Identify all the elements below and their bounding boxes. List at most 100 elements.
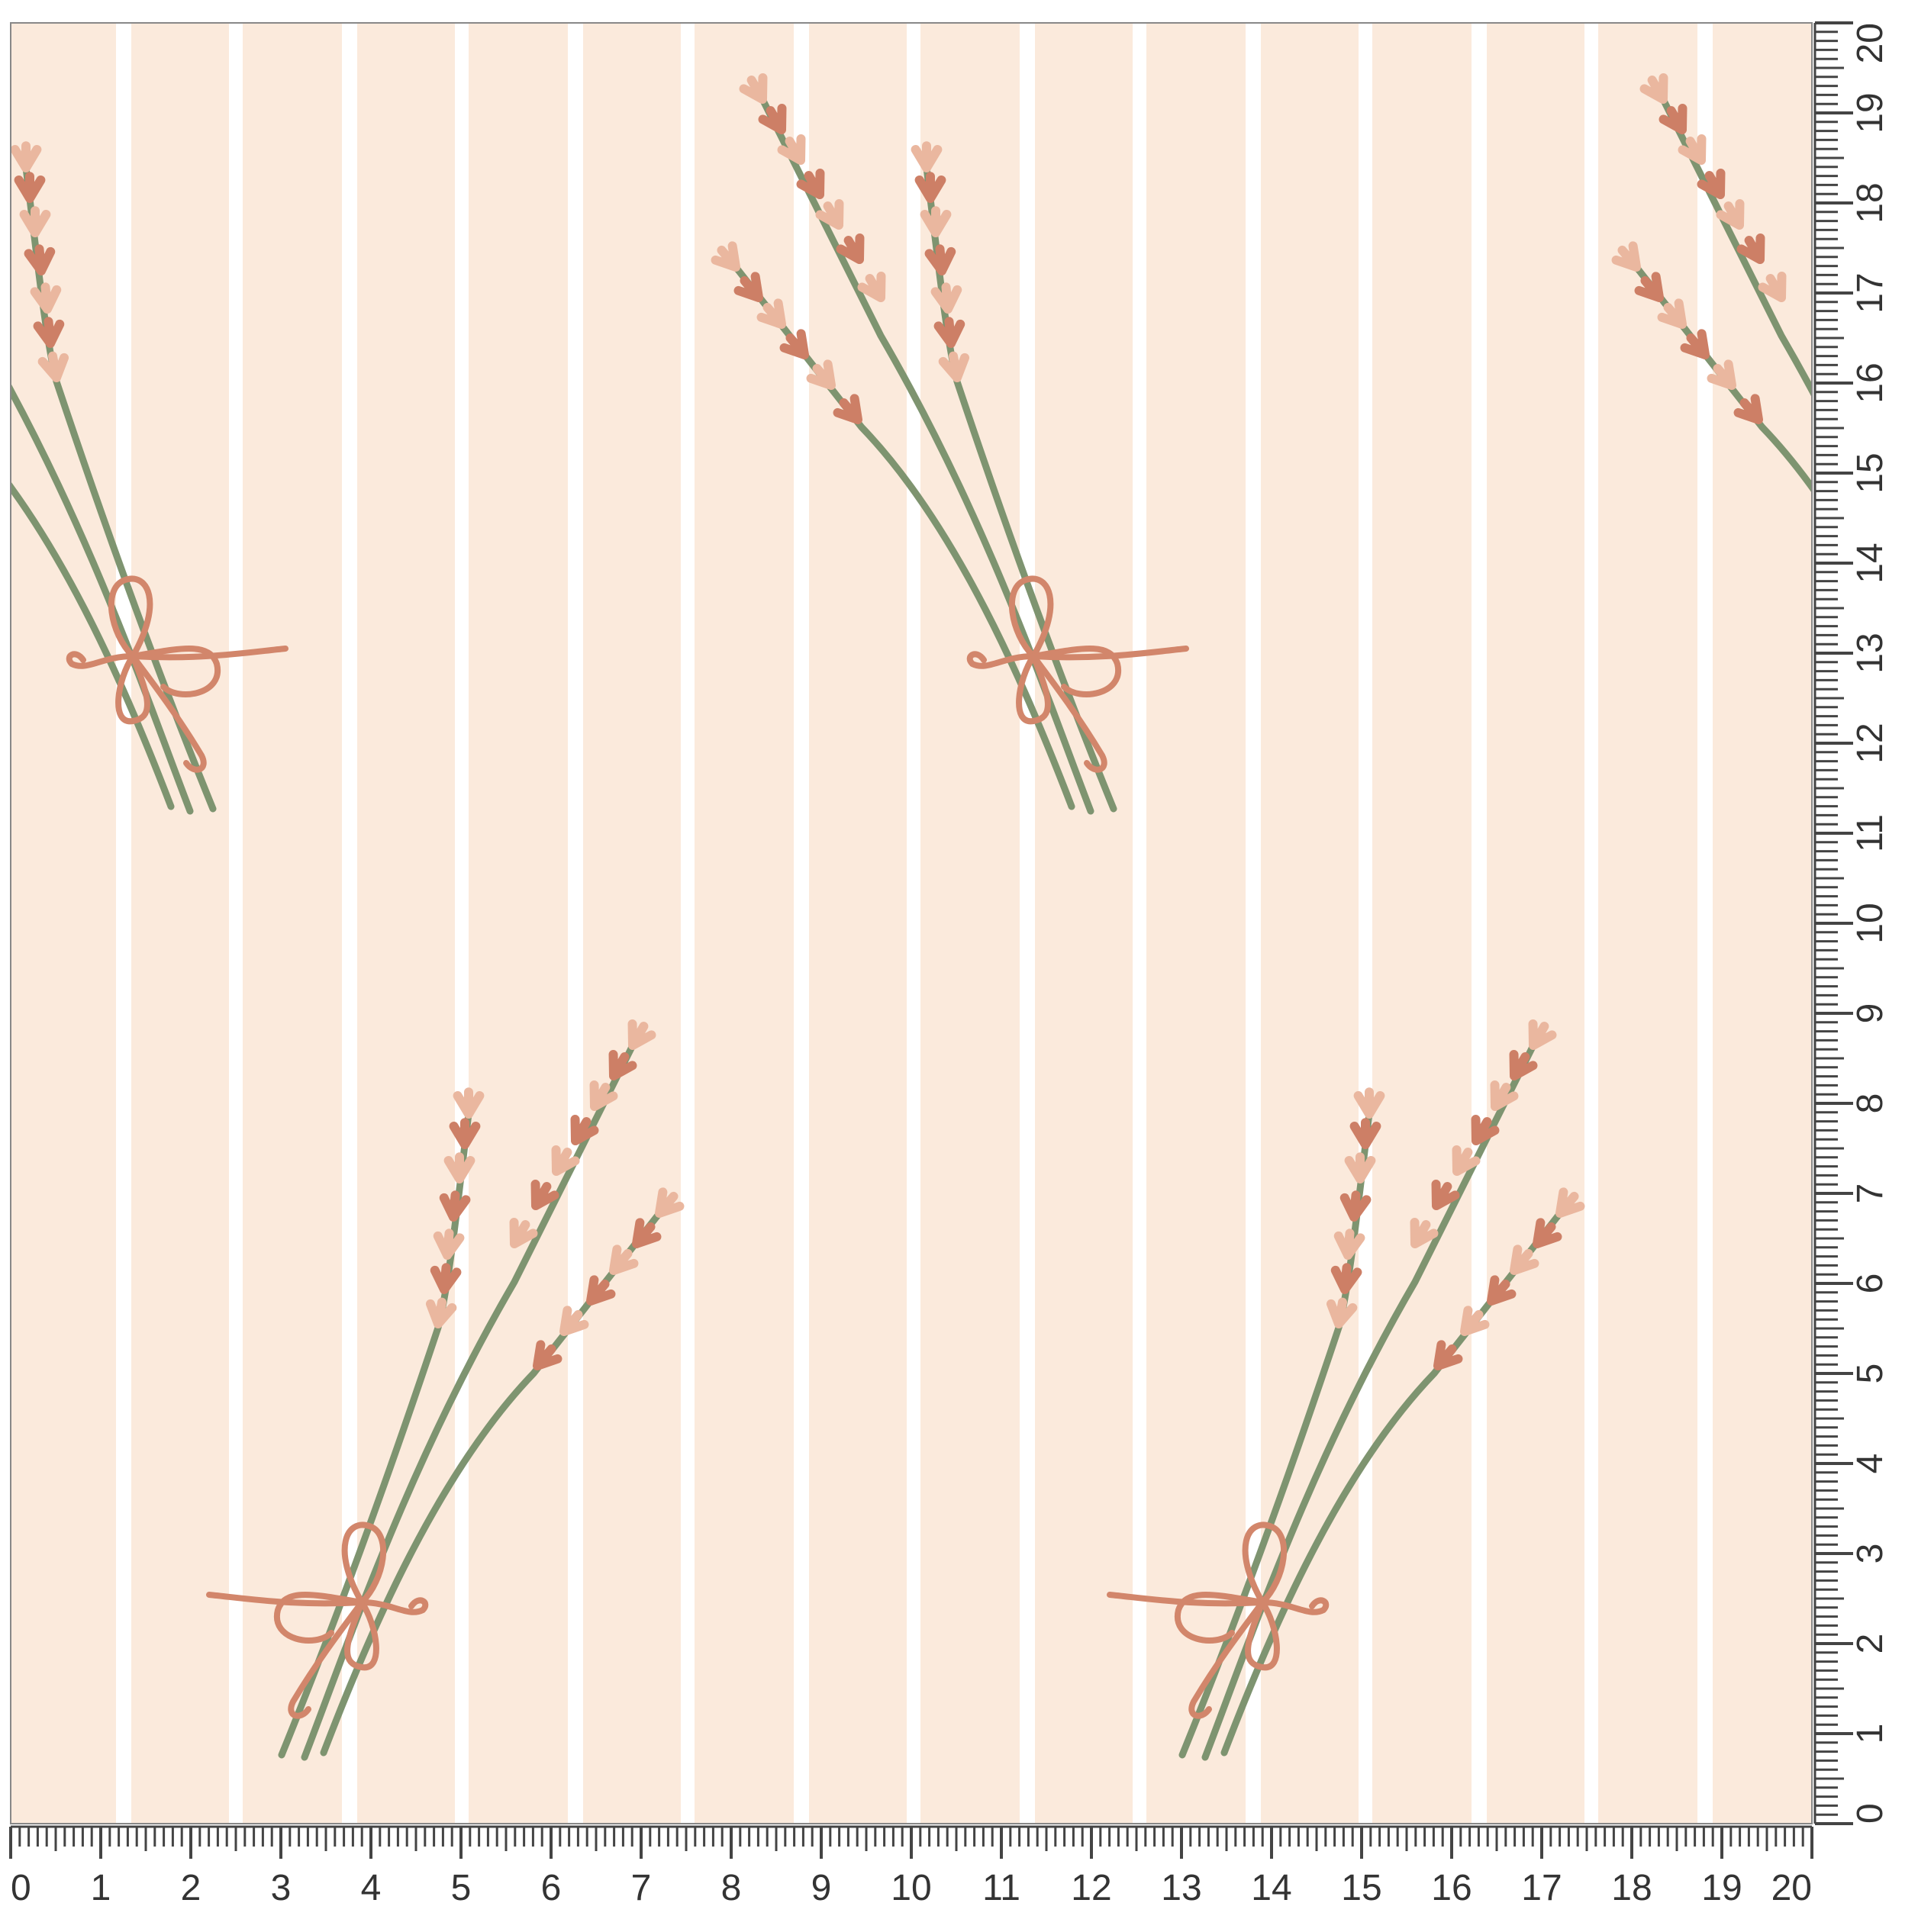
ruler-bottom-label: 13 <box>1161 1868 1201 1908</box>
stripe <box>1584 23 1598 1824</box>
stripe <box>1246 23 1261 1824</box>
flower-bud <box>1736 233 1765 265</box>
flower-bud <box>833 394 863 425</box>
ruler-bottom-label: 14 <box>1251 1868 1291 1908</box>
flower-bud <box>1486 1275 1517 1306</box>
flower-bud <box>627 1019 656 1051</box>
stripe <box>1020 23 1035 1824</box>
flower-bud <box>1634 272 1665 303</box>
flower-bud <box>938 351 970 383</box>
flower-bud <box>1659 104 1688 135</box>
flower-bud <box>589 1080 618 1112</box>
ruler-bottom-label: 20 <box>1771 1868 1812 1908</box>
flower-bud <box>806 359 837 391</box>
flower-bud <box>559 1306 589 1337</box>
flower-bud <box>758 104 787 135</box>
flower-bud <box>1452 1145 1481 1177</box>
flower-bud <box>796 169 825 200</box>
ruler-bottom-label: 7 <box>631 1868 652 1908</box>
flower-bud <box>756 298 787 330</box>
lavender-bouquet <box>11 75 285 811</box>
flower-bud <box>836 233 865 265</box>
flower-bud <box>1349 1118 1381 1150</box>
flower-bud <box>532 1340 563 1371</box>
flower-bud <box>1410 1218 1439 1249</box>
ruler-right-label: 5 <box>1850 1364 1891 1384</box>
flower-bud <box>1459 1306 1490 1337</box>
stripe <box>1133 23 1146 1824</box>
flower-bud <box>1639 73 1668 105</box>
flower-bud <box>631 1218 662 1249</box>
flower-bud <box>1678 134 1707 166</box>
stripe <box>1697 23 1713 1824</box>
lavender-bouquet <box>711 73 1186 811</box>
flower-bud <box>1611 241 1642 272</box>
stripe <box>1359 23 1372 1824</box>
stripe <box>455 23 469 1824</box>
flower-bud <box>920 206 952 238</box>
ruler-right-label: 9 <box>1850 1003 1891 1024</box>
ruler-bottom-label: 18 <box>1611 1868 1652 1908</box>
lavender-bouquet <box>1611 73 1812 811</box>
ruler-right-label: 12 <box>1850 723 1891 763</box>
flower-bud <box>551 1145 580 1177</box>
flower-bud <box>509 1218 538 1249</box>
ruler-bottom-label: 12 <box>1071 1868 1111 1908</box>
flower-bud <box>815 199 844 230</box>
ruler-right-label: 1 <box>1850 1724 1891 1744</box>
flower-bud <box>608 1050 637 1081</box>
flower-bud <box>30 282 62 314</box>
flower-bud <box>19 206 51 238</box>
ruler-right-label: 7 <box>1850 1183 1891 1204</box>
flower-bud <box>1509 1050 1538 1081</box>
ruler-bottom-label: 19 <box>1701 1868 1742 1908</box>
flower-bud <box>1490 1080 1519 1112</box>
ruler-bottom-label: 15 <box>1341 1868 1381 1908</box>
ruler-bottom-label: 4 <box>361 1868 382 1908</box>
flower-bud <box>1330 1263 1362 1295</box>
flower-bud <box>933 317 965 349</box>
flower-bud <box>711 241 741 272</box>
ruler-bottom-label: 8 <box>721 1868 742 1908</box>
ruler-bottom-label: 11 <box>982 1868 1020 1908</box>
flower-bud <box>1707 359 1737 391</box>
stripe <box>229 23 243 1824</box>
lavender-bouquet <box>209 1019 685 1757</box>
ruler-bottom-label: 5 <box>451 1868 472 1908</box>
flower-bud <box>443 1152 475 1184</box>
flower-bud <box>425 1297 457 1329</box>
flower-bud <box>530 1180 559 1211</box>
ruler-bottom-label: 2 <box>181 1868 201 1908</box>
stripe <box>568 23 583 1824</box>
stripe-group <box>116 23 1713 1824</box>
flower-bud <box>857 272 886 303</box>
flower-bud <box>1697 169 1726 200</box>
ruler-bottom-label: 1 <box>91 1868 111 1908</box>
flower-bud <box>1326 1297 1358 1329</box>
ruler-right-label: 11 <box>1850 814 1891 852</box>
flower-bud <box>570 1115 599 1146</box>
flower-bud <box>1758 272 1787 303</box>
flower-bud <box>1353 1087 1385 1119</box>
ruler-right-label: 2 <box>1850 1634 1891 1654</box>
ruler-right-label: 17 <box>1850 272 1891 313</box>
flower-bud <box>24 244 56 276</box>
flower-bud <box>1431 1180 1460 1211</box>
flower-bud <box>1433 1340 1463 1371</box>
ruler-right-label: 13 <box>1850 633 1891 673</box>
stripe <box>116 23 131 1824</box>
flower-bud <box>1680 329 1710 360</box>
ruler-bottom-label: 3 <box>271 1868 292 1908</box>
bouquet-group <box>11 73 1812 1757</box>
ruler-right-label: 10 <box>1850 903 1891 943</box>
flower-bud <box>1716 199 1745 230</box>
flower-bud <box>1509 1245 1539 1276</box>
flower-bud <box>733 272 764 303</box>
flower-bud <box>1733 394 1764 425</box>
ruler-bottom-label: 6 <box>541 1868 562 1908</box>
ruler-right-label: 4 <box>1850 1454 1891 1474</box>
ruler-right-label: 6 <box>1850 1274 1891 1294</box>
flower-bud <box>37 351 69 383</box>
